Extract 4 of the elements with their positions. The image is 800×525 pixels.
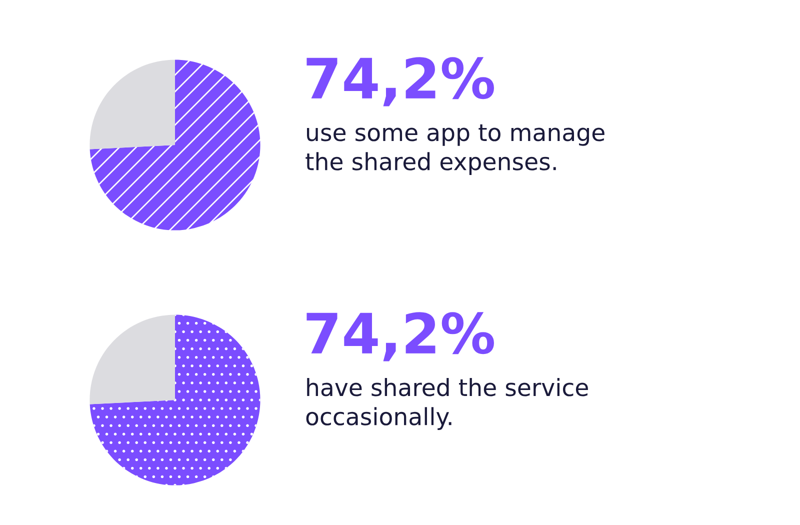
text: use some app to manage the shared expenses. [306, 124, 604, 175]
text: 74,2% [306, 312, 494, 362]
text: have shared the service occasionally. [306, 378, 588, 430]
text: 74,2% [306, 57, 494, 106]
